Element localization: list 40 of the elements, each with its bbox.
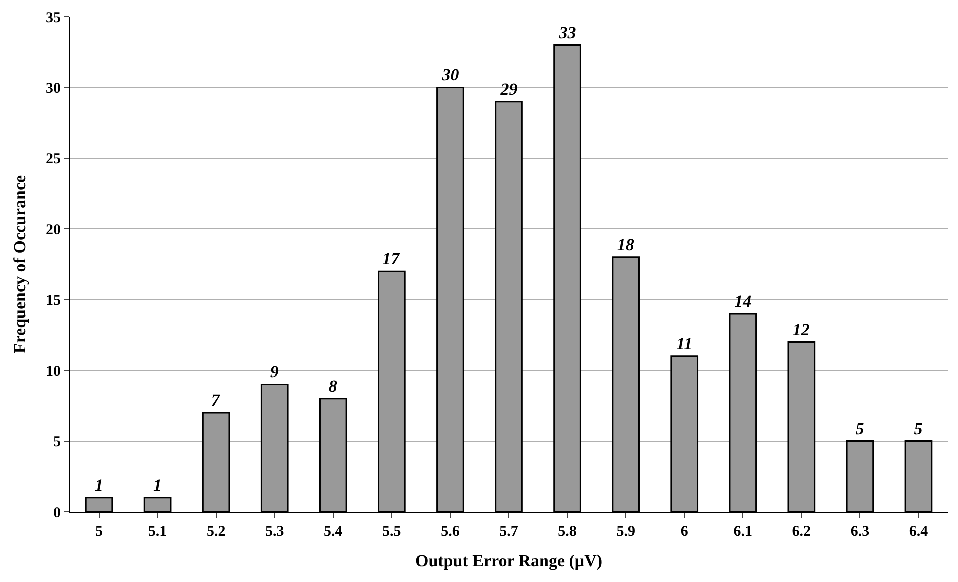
data-label: 8 [328, 376, 338, 396]
data-label: 12 [792, 320, 810, 340]
y-tick-label: 15 [46, 293, 61, 310]
x-tick-label: 6.3 [850, 524, 870, 540]
y-tick-label: 10 [46, 364, 61, 380]
y-tick-label: 35 [46, 10, 61, 26]
x-axis-title: Output Error Range (μV) [415, 551, 603, 570]
x-tick-label: 6 [680, 524, 689, 540]
data-label: 7 [211, 391, 222, 410]
data-label: 30 [441, 66, 460, 85]
data-label: 18 [617, 235, 635, 254]
y-tick-label: 25 [46, 152, 61, 168]
x-tick-label: 5.1 [148, 524, 168, 540]
x-tick-label: 6.2 [792, 524, 812, 540]
data-label: 11 [676, 334, 693, 354]
data-label: 1 [154, 476, 162, 495]
y-axis-title: Frequency of Occurance [10, 174, 30, 354]
y-tick-label: 30 [46, 80, 61, 97]
x-tick-label: 5.2 [206, 524, 226, 540]
x-tick-label: 5.7 [500, 524, 519, 540]
x-tick-label: 5.9 [616, 524, 636, 540]
data-label: 33 [558, 23, 577, 42]
x-tick-label: 5.5 [382, 524, 402, 540]
x-tick-label: 5.6 [441, 524, 460, 540]
x-tick-label: 6.1 [734, 524, 753, 540]
x-tick-label: 5.8 [558, 524, 577, 540]
y-tick-label: 20 [46, 222, 61, 238]
y-tick-label: 5 [54, 434, 61, 451]
x-tick-label: 5.3 [265, 524, 284, 540]
y-tick-label: 0 [54, 505, 61, 522]
data-label: 17 [382, 250, 402, 269]
data-label: 14 [734, 292, 752, 311]
x-tick-label: 5 [96, 524, 104, 540]
data-label: 9 [270, 362, 280, 382]
x-tick-label: 5.4 [324, 524, 344, 540]
data-label: 29 [500, 80, 518, 99]
data-label: 1 [95, 476, 104, 495]
x-tick-label: 6.4 [909, 524, 929, 540]
data-label: 5 [856, 419, 865, 438]
data-label: 5 [914, 419, 924, 438]
